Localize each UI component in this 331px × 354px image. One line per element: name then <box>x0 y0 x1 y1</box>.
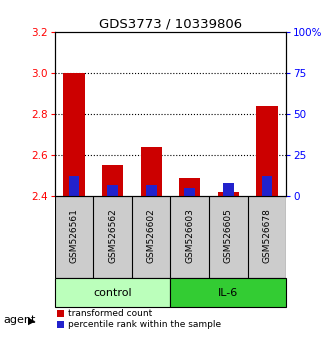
Bar <box>223 183 234 196</box>
Bar <box>257 106 278 196</box>
Bar <box>146 185 157 196</box>
Bar <box>218 192 239 196</box>
Legend: transformed count, percentile rank within the sample: transformed count, percentile rank withi… <box>57 309 221 330</box>
Bar <box>69 177 79 196</box>
Text: GSM526561: GSM526561 <box>70 209 78 263</box>
Text: GSM526603: GSM526603 <box>185 209 194 263</box>
Bar <box>107 185 118 196</box>
Text: GSM526562: GSM526562 <box>108 209 117 263</box>
Bar <box>261 177 272 196</box>
Bar <box>141 147 162 196</box>
Bar <box>184 188 195 196</box>
Text: GSM526605: GSM526605 <box>224 209 233 263</box>
Text: control: control <box>93 287 132 297</box>
Bar <box>63 73 84 196</box>
Text: GSM526602: GSM526602 <box>147 209 156 263</box>
Text: ▶: ▶ <box>28 316 36 326</box>
FancyBboxPatch shape <box>170 278 286 307</box>
Bar <box>102 165 123 196</box>
Title: GDS3773 / 10339806: GDS3773 / 10339806 <box>99 18 242 31</box>
Bar <box>179 178 200 196</box>
FancyBboxPatch shape <box>55 278 170 307</box>
Text: IL-6: IL-6 <box>218 287 239 297</box>
Text: agent: agent <box>3 315 36 325</box>
Text: GSM526678: GSM526678 <box>262 209 271 263</box>
